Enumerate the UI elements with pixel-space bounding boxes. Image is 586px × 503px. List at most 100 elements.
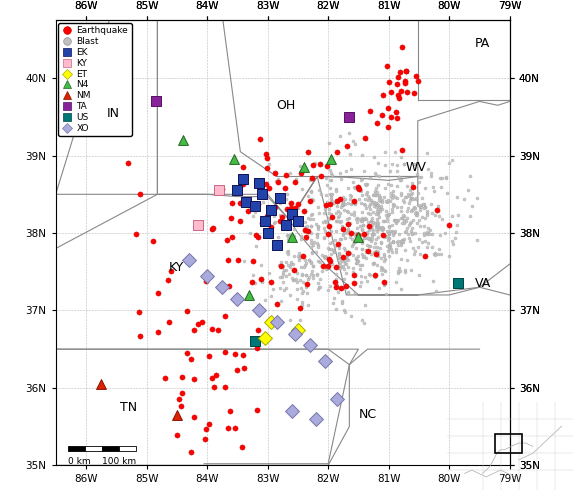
Point xyxy=(285,169,294,177)
Point xyxy=(386,239,395,247)
Point xyxy=(284,249,293,258)
Point xyxy=(239,351,248,359)
Point xyxy=(236,199,245,207)
Point xyxy=(392,161,401,170)
Point xyxy=(306,270,315,278)
Point xyxy=(261,149,271,157)
Point xyxy=(364,194,374,202)
Point xyxy=(369,260,378,268)
Point xyxy=(377,196,386,204)
Point xyxy=(224,282,234,290)
Point xyxy=(382,198,391,206)
Point xyxy=(377,239,386,247)
Point xyxy=(281,221,291,229)
Point xyxy=(258,198,268,206)
Point xyxy=(349,208,359,216)
Point xyxy=(397,189,406,197)
Point xyxy=(295,252,304,260)
Point xyxy=(386,181,396,189)
Point xyxy=(329,247,339,256)
Point xyxy=(202,425,211,433)
Point xyxy=(372,215,381,223)
Point xyxy=(454,279,463,287)
Point xyxy=(124,159,133,167)
Point xyxy=(326,176,336,184)
Point xyxy=(410,209,420,217)
Point xyxy=(383,236,393,244)
Point xyxy=(333,217,342,225)
Point xyxy=(346,191,355,199)
Point xyxy=(415,206,425,214)
Point xyxy=(97,380,106,388)
Point xyxy=(407,179,417,187)
Point xyxy=(278,262,287,270)
Point xyxy=(394,230,404,238)
Bar xyxy=(119,446,136,451)
Point xyxy=(331,209,340,217)
Point xyxy=(389,229,398,237)
Point xyxy=(370,273,380,281)
Point xyxy=(322,253,331,261)
Point xyxy=(331,283,340,291)
Point xyxy=(362,246,371,254)
Point xyxy=(380,280,390,288)
Point xyxy=(271,177,281,185)
Point xyxy=(360,273,370,281)
Point xyxy=(420,203,430,211)
Point xyxy=(407,218,416,226)
Point xyxy=(351,255,360,263)
Point xyxy=(384,241,394,249)
Point xyxy=(420,200,429,208)
Point xyxy=(418,213,427,221)
Point xyxy=(340,246,349,255)
Point xyxy=(453,211,462,219)
Point xyxy=(414,173,424,181)
Point xyxy=(392,182,401,190)
Point xyxy=(406,187,415,195)
Point xyxy=(257,278,267,286)
Point xyxy=(336,176,346,184)
Point xyxy=(375,197,384,205)
Point xyxy=(321,265,331,273)
Point xyxy=(364,202,374,210)
Point xyxy=(411,71,421,79)
Point xyxy=(320,217,329,225)
Point xyxy=(288,274,297,282)
Point xyxy=(184,256,193,264)
Point xyxy=(257,219,266,227)
Point xyxy=(375,207,384,215)
Point xyxy=(294,253,303,261)
Point xyxy=(472,195,482,203)
Point xyxy=(357,216,367,224)
Point xyxy=(383,62,392,70)
Point xyxy=(410,203,419,211)
Point xyxy=(326,195,335,203)
Point xyxy=(278,268,288,276)
Point xyxy=(304,273,314,281)
Point xyxy=(323,243,333,252)
Point xyxy=(253,406,262,414)
Point xyxy=(382,217,391,225)
Point xyxy=(308,262,318,270)
Point xyxy=(256,176,265,184)
Point xyxy=(240,257,249,265)
Point xyxy=(314,223,323,231)
Point xyxy=(315,160,325,168)
Point xyxy=(400,79,410,87)
Point xyxy=(327,260,336,268)
Point xyxy=(342,251,352,259)
Point xyxy=(362,228,372,236)
Point xyxy=(410,229,420,237)
Point xyxy=(362,248,371,257)
Point xyxy=(408,244,418,252)
Point xyxy=(358,253,367,261)
Point xyxy=(370,153,379,161)
Point xyxy=(245,229,254,237)
Point xyxy=(302,289,312,297)
Point xyxy=(384,233,393,241)
Point xyxy=(287,200,296,208)
Point xyxy=(275,284,285,292)
Point xyxy=(394,91,403,99)
Point xyxy=(308,215,317,223)
Point xyxy=(207,325,217,333)
